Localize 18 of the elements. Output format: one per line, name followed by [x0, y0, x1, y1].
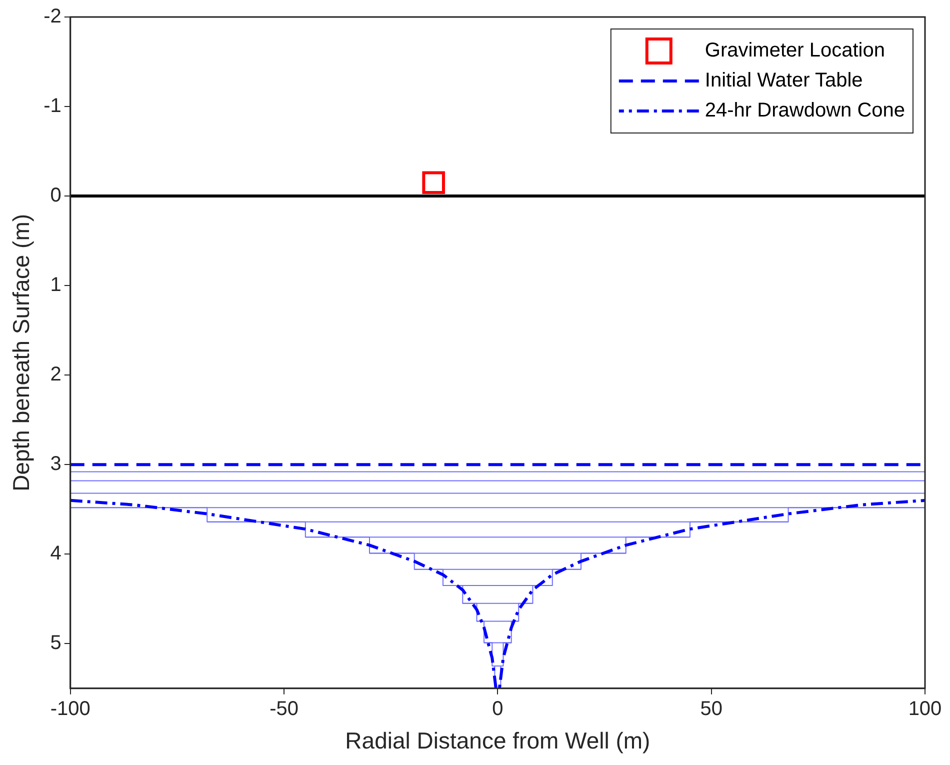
x-tick-label: -100: [50, 698, 90, 720]
x-tick-label: 0: [492, 698, 504, 720]
x-tick-label: -50: [270, 698, 298, 720]
y-tick-label: -1: [44, 95, 62, 118]
y-tick-label: 1: [50, 274, 62, 296]
y-tick-label: 2: [50, 364, 62, 386]
legend-label: Initial Water Table: [704, 70, 863, 92]
y-axis-title: Depth beneath Surface (m): [8, 214, 34, 492]
legend-label: Gravimeter Location: [704, 40, 885, 62]
x-tick-label: 50: [700, 698, 722, 720]
legend-label: 24-hr Drawdown Cone: [704, 100, 906, 122]
y-tick-label: 0: [50, 184, 62, 207]
x-tick-label: 100: [908, 698, 942, 720]
y-tick-label: 4: [50, 542, 62, 565]
x-axis-title: Radial Distance from Well (m): [345, 728, 650, 754]
y-tick-label: 3: [50, 453, 62, 476]
y-tick-label: 5: [50, 632, 62, 654]
y-tick-label: -2: [44, 6, 62, 28]
